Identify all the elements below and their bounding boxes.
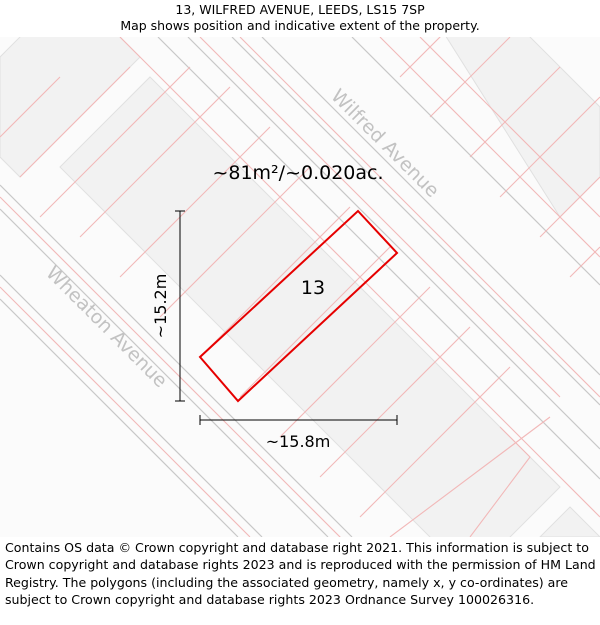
property-map[interactable]: Wilfred Avenue Wheaton Avenue 13 ~81m²/~… <box>0 37 600 537</box>
road-edges <box>0 37 600 537</box>
height-label: ~15.2m <box>151 274 170 339</box>
plot-number: 13 <box>301 277 325 299</box>
building-block-ne <box>445 37 600 218</box>
property-address: 13, WILFRED AVENUE, LEEDS, LS15 7SP <box>175 2 425 17</box>
buildings <box>0 37 600 537</box>
property-outline[interactable] <box>198 209 399 403</box>
height-dimension <box>175 210 185 402</box>
building-block-main <box>59 76 561 537</box>
width-label: ~15.8m <box>266 432 331 451</box>
parcel-boundaries <box>0 37 600 537</box>
area-label: ~81m²/~0.020ac. <box>212 162 383 184</box>
building-block-se <box>539 506 600 537</box>
map-subtitle: Map shows position and indicative extent… <box>120 18 480 33</box>
map-header: 13, WILFRED AVENUE, LEEDS, LS15 7SP Map … <box>0 0 600 39</box>
attribution-text: Contains OS data © Crown copyright and d… <box>5 540 596 608</box>
width-dimension <box>199 415 398 425</box>
